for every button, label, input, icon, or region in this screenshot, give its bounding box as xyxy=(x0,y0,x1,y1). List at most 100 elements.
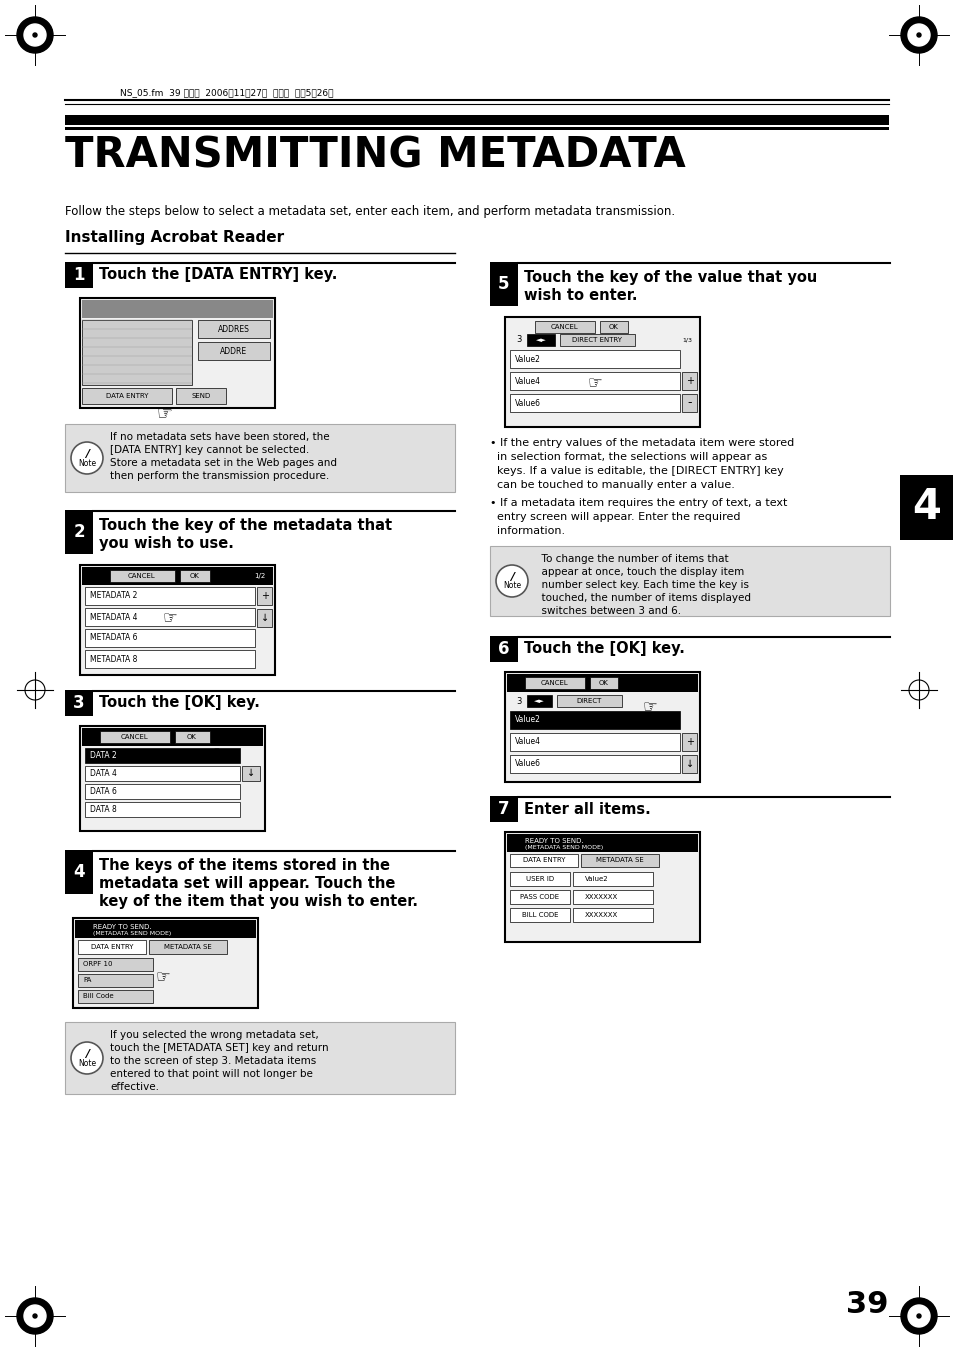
Text: METADATA SE: METADATA SE xyxy=(596,857,643,863)
Text: Value2: Value2 xyxy=(584,875,608,882)
Bar xyxy=(510,854,578,867)
Bar xyxy=(174,731,210,743)
Text: /: / xyxy=(85,449,89,459)
Text: CANCEL: CANCEL xyxy=(540,680,568,686)
Bar xyxy=(535,322,595,332)
Text: ↓: ↓ xyxy=(261,613,269,623)
Bar xyxy=(82,728,263,746)
Bar xyxy=(490,796,517,821)
Text: metadata set will appear. Touch the: metadata set will appear. Touch the xyxy=(99,875,395,892)
Text: DATA 4: DATA 4 xyxy=(90,769,117,777)
Text: Value2: Value2 xyxy=(515,354,540,363)
Bar xyxy=(78,958,152,971)
Text: DATA 6: DATA 6 xyxy=(90,786,117,796)
Circle shape xyxy=(916,1315,920,1319)
Text: Bill Code: Bill Code xyxy=(83,993,113,998)
Text: DATA ENTRY: DATA ENTRY xyxy=(106,393,148,399)
Circle shape xyxy=(900,1298,936,1333)
Text: Enter all items.: Enter all items. xyxy=(523,801,650,816)
Bar xyxy=(175,388,226,404)
Circle shape xyxy=(33,32,37,36)
Text: 3: 3 xyxy=(516,697,521,705)
Text: effective.: effective. xyxy=(110,1082,159,1092)
Text: ☞: ☞ xyxy=(155,969,171,986)
Text: READY TO SEND.: READY TO SEND. xyxy=(524,838,583,844)
Bar xyxy=(490,546,889,616)
Text: CANCEL: CANCEL xyxy=(121,734,149,740)
Bar xyxy=(526,334,555,346)
Text: +: + xyxy=(685,738,693,747)
Text: entered to that point will not longer be: entered to that point will not longer be xyxy=(110,1069,313,1079)
Text: 4: 4 xyxy=(73,863,85,881)
Text: (METADATA SEND MODE): (METADATA SEND MODE) xyxy=(524,846,602,851)
Bar xyxy=(82,567,273,585)
Bar xyxy=(85,608,254,626)
Bar xyxy=(557,694,621,707)
Text: (METADATA SEND MODE): (METADATA SEND MODE) xyxy=(92,931,172,936)
Text: XXXXXXX: XXXXXXX xyxy=(584,912,618,917)
Text: ☞: ☞ xyxy=(213,744,227,762)
Text: 3: 3 xyxy=(516,335,521,343)
Text: ADDRE: ADDRE xyxy=(220,346,247,355)
Bar xyxy=(242,766,260,781)
Bar xyxy=(510,734,679,751)
Text: • If a metadata item requires the entry of text, a text: • If a metadata item requires the entry … xyxy=(490,499,786,508)
Bar xyxy=(82,320,192,385)
Bar xyxy=(65,850,92,894)
Text: OK: OK xyxy=(190,573,200,580)
Bar xyxy=(198,320,270,338)
Bar xyxy=(681,734,697,751)
Text: 39: 39 xyxy=(845,1290,888,1319)
Text: NS_05.fm  39 ページ  2006年11月27日  月曜日  午後5時26分: NS_05.fm 39 ページ 2006年11月27日 月曜日 午後5時26分 xyxy=(120,88,334,97)
Text: OK: OK xyxy=(187,734,196,740)
Text: The keys of the items stored in the: The keys of the items stored in the xyxy=(99,858,390,873)
Bar xyxy=(85,650,254,667)
Text: Value6: Value6 xyxy=(515,399,540,408)
Circle shape xyxy=(496,565,527,597)
Bar xyxy=(180,570,210,582)
Bar xyxy=(510,394,679,412)
Bar xyxy=(256,586,272,605)
Text: USER ID: USER ID xyxy=(525,875,554,882)
Bar xyxy=(559,334,635,346)
Text: DATA ENTRY: DATA ENTRY xyxy=(522,857,565,863)
Bar xyxy=(85,748,240,763)
Text: in selection format, the selections will appear as: in selection format, the selections will… xyxy=(490,453,766,462)
Text: can be touched to manually enter a value.: can be touched to manually enter a value… xyxy=(490,480,734,490)
Bar xyxy=(899,476,953,540)
Bar xyxy=(78,940,146,954)
Bar xyxy=(80,299,274,408)
Bar xyxy=(506,834,698,852)
Bar xyxy=(82,388,172,404)
Bar xyxy=(510,871,569,886)
Text: key of the item that you wish to enter.: key of the item that you wish to enter. xyxy=(99,894,417,909)
Bar xyxy=(506,674,698,692)
Text: To change the number of items that: To change the number of items that xyxy=(535,554,728,563)
Text: METADATA 4: METADATA 4 xyxy=(90,612,137,621)
Bar xyxy=(65,262,92,288)
Bar xyxy=(490,636,517,662)
Text: • If the entry values of the metadata item were stored: • If the entry values of the metadata it… xyxy=(490,438,794,449)
Bar xyxy=(681,755,697,773)
Text: SEND: SEND xyxy=(192,393,211,399)
Text: number select key. Each time the key is: number select key. Each time the key is xyxy=(535,580,748,590)
Circle shape xyxy=(24,1305,46,1327)
Bar xyxy=(504,671,700,782)
Text: ◄►: ◄► xyxy=(535,336,546,343)
Text: appear at once, touch the display item: appear at once, touch the display item xyxy=(535,567,743,577)
Text: DATA ENTRY: DATA ENTRY xyxy=(91,944,133,950)
Text: -: - xyxy=(687,396,692,409)
Bar xyxy=(504,832,700,942)
Text: 1: 1 xyxy=(73,266,85,284)
Text: Store a metadata set in the Web pages and: Store a metadata set in the Web pages an… xyxy=(110,458,336,467)
Text: 6: 6 xyxy=(497,640,509,658)
Bar xyxy=(149,940,227,954)
Bar xyxy=(100,731,170,743)
Bar xyxy=(78,974,152,988)
Text: PA: PA xyxy=(83,977,91,984)
Text: ☞: ☞ xyxy=(162,609,177,627)
Text: ◄►: ◄► xyxy=(533,698,544,704)
Circle shape xyxy=(907,1305,929,1327)
Text: Touch the [OK] key.: Touch the [OK] key. xyxy=(523,642,684,657)
Bar xyxy=(85,630,254,647)
